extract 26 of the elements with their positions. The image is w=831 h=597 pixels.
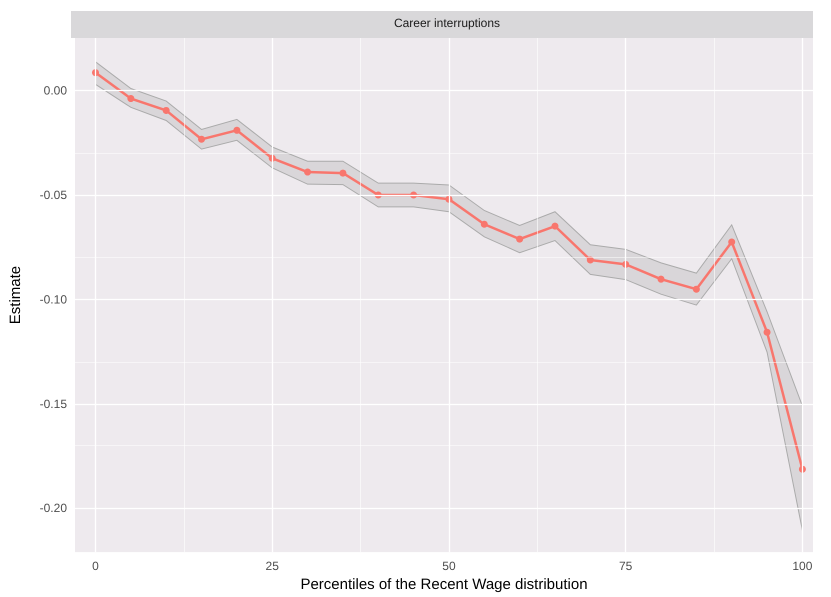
y-tick-label: -0.15 — [40, 396, 68, 411]
y-tick-label: -0.20 — [40, 501, 68, 516]
x-tick-label: 50 — [442, 559, 456, 574]
point — [127, 95, 134, 102]
point — [304, 168, 312, 176]
point — [339, 170, 346, 177]
x-tick-label: 100 — [792, 559, 813, 574]
chart-title: Career interruptions — [394, 16, 500, 30]
point — [551, 222, 558, 230]
y-tick-label: -0.05 — [40, 188, 68, 202]
point — [728, 238, 736, 246]
x-tick-label: 0 — [92, 559, 100, 574]
point — [480, 220, 488, 228]
point — [516, 236, 524, 243]
point — [198, 136, 206, 143]
point — [658, 276, 665, 283]
point — [764, 328, 771, 336]
y-axis-title: Estimate — [7, 266, 24, 324]
x-tick-label: 25 — [266, 559, 280, 574]
point — [692, 286, 700, 293]
point — [162, 106, 170, 114]
y-tick-label: 0.00 — [44, 84, 68, 98]
point — [233, 126, 240, 134]
x-tick-label: 75 — [618, 559, 633, 574]
y-tick-label: -0.10 — [40, 292, 68, 306]
x-axis-title: Percentiles of the Recent Wage distribution — [300, 576, 588, 593]
